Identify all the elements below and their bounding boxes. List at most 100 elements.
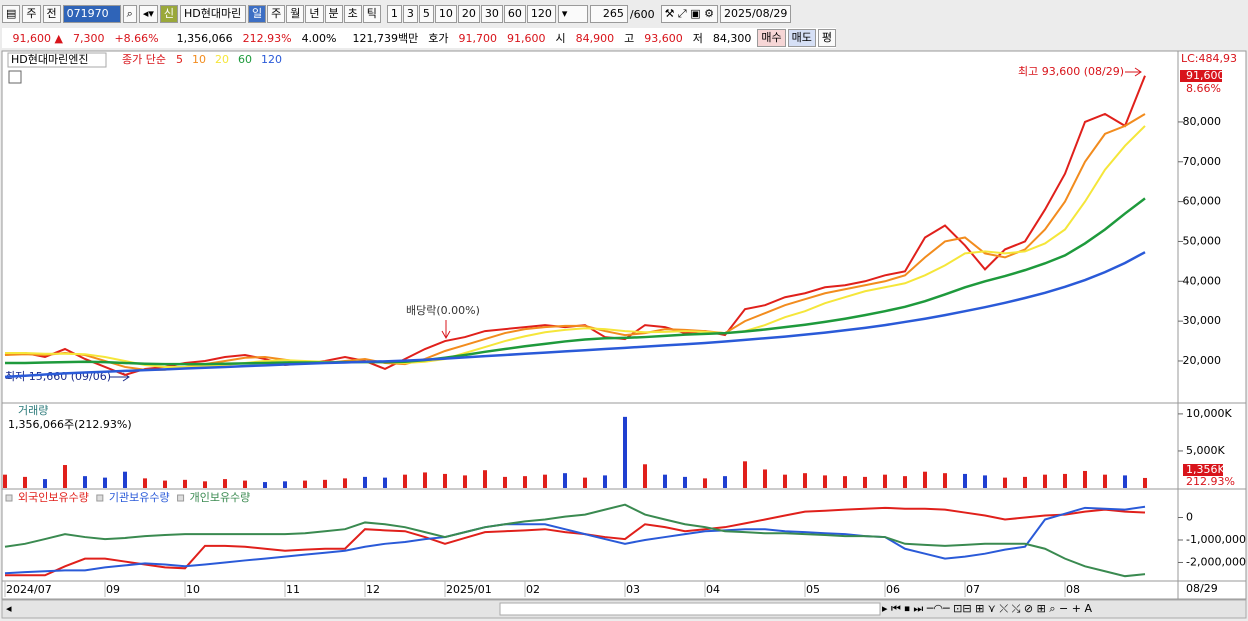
scroll-left[interactable]: ◂ <box>6 602 12 615</box>
date[interactable]: 2025/08/29 <box>719 5 792 23</box>
volume-last: 1,356K <box>1186 463 1225 476</box>
volume-bar <box>163 480 167 488</box>
volume-bar <box>343 478 347 488</box>
open: 84,900 <box>575 31 615 45</box>
count[interactable]: 30 <box>480 5 503 23</box>
count[interactable]: 10 <box>434 5 457 23</box>
sound[interactable]: ◂▾ <box>138 5 158 23</box>
count[interactable]: 60 <box>503 5 526 23</box>
interval[interactable]: 월 <box>286 5 305 23</box>
scroll-controls[interactable]: ▸ ⏮ ⏹ ⏭ ─◠─ ⊡⊟ ⊞ ⋎ ⤬ ⤯ ⊘ ⊞ ⌕ − + A <box>882 602 1092 615</box>
search[interactable]: ⌕ <box>122 5 137 23</box>
volume-bar <box>323 479 327 488</box>
legend-title: 종가 단순 <box>122 53 166 66</box>
y-tick-label: 70,000 <box>1183 155 1222 168</box>
x-tick-label: 2024/07 <box>6 583 52 596</box>
ask: 91,700 <box>458 31 498 45</box>
x-tick-label: 03 <box>626 583 640 596</box>
count[interactable]: 20 <box>457 5 480 23</box>
sell-button[interactable]: 매도 <box>787 29 816 47</box>
volume-bar <box>543 474 547 488</box>
interval[interactable]: 주 <box>267 5 286 23</box>
low-label: 저 <box>692 32 703 45</box>
volume-bar <box>1143 477 1147 488</box>
shown[interactable]: 265 <box>589 5 628 23</box>
legend-entry: 10 <box>192 53 206 66</box>
prev[interactable]: 전 <box>42 5 61 23</box>
menu-icon[interactable]: ▤ <box>2 5 21 23</box>
volume-bar <box>123 471 127 488</box>
dropdown[interactable]: ▾ <box>557 5 588 23</box>
volume-bar <box>783 474 787 488</box>
volume-bar <box>663 474 667 488</box>
x-tick-label: 04 <box>706 583 720 596</box>
legend-entry: 외국인보유수량 <box>18 491 89 504</box>
avg-button[interactable]: 평 <box>817 29 836 47</box>
y-tick-label: -1,000,000 <box>1186 533 1246 546</box>
y-tick-label: 10,000K <box>1186 407 1232 420</box>
volume-bar <box>303 480 307 488</box>
legend-swatch <box>5 494 13 502</box>
volume-bar <box>43 479 47 488</box>
series-line <box>4 503 1146 578</box>
volume-bar <box>263 482 267 488</box>
volume-bar <box>363 476 367 488</box>
chart-title: HD현대마린엔진 <box>11 53 88 66</box>
volume-bar <box>143 478 147 488</box>
volume-bar <box>923 471 927 488</box>
open-label: 시 <box>555 32 566 45</box>
interval[interactable]: 일 <box>248 5 267 23</box>
x-tick-label: 09 <box>106 583 120 596</box>
legend-entry: 5 <box>176 53 183 66</box>
volume-bar <box>943 473 947 488</box>
code[interactable]: 071970 <box>62 5 121 23</box>
y-tick-label: 40,000 <box>1183 274 1222 287</box>
y-tick-label: 0 <box>1186 511 1193 524</box>
stock-name[interactable]: HD현대마린 <box>180 5 246 23</box>
interval[interactable]: 분 <box>324 5 343 23</box>
count[interactable]: 3 <box>402 5 418 23</box>
count[interactable]: 1 <box>386 5 402 23</box>
table-icon[interactable] <box>8 70 22 84</box>
series-line <box>5 125 1146 368</box>
x-tick-label: 10 <box>186 583 200 596</box>
volume-title: 거래량 <box>18 404 48 417</box>
legend-entry: 120 <box>261 53 282 66</box>
x-tick-label: 07 <box>966 583 980 596</box>
volume-bar <box>23 476 27 488</box>
volume-bar <box>583 477 587 488</box>
tools[interactable]: ⚒ ⤢ ▣ ⚙ <box>660 5 718 23</box>
volume-bar <box>423 472 427 488</box>
volume-bar <box>503 476 507 488</box>
buy-button[interactable]: 매수 <box>757 29 786 47</box>
y-tick-label: 60,000 <box>1183 195 1222 208</box>
bid: 91,600 <box>507 31 546 45</box>
lc-label: LC:484,93 <box>1181 52 1237 65</box>
cursor-date: 08/29 <box>1186 582 1218 595</box>
volume-bar <box>903 476 907 488</box>
scroll-thumb[interactable] <box>499 602 881 616</box>
counts: 1 3 5 10 20 30 60 120 <box>386 5 556 23</box>
volume-bar <box>383 477 387 488</box>
y-tick-label: 50,000 <box>1183 234 1222 247</box>
volume-bar <box>1123 475 1127 488</box>
x-tick-label: 08 <box>1066 583 1080 596</box>
x-tick-label: 06 <box>886 583 900 596</box>
count[interactable]: 5 <box>418 5 434 23</box>
quote-row: 91,600 ▲ 7,300 +8.66% 1,356,066 212.93% … <box>2 28 836 48</box>
high-arrow <box>1125 67 1142 77</box>
period[interactable]: 주 <box>22 5 41 23</box>
turnover: 4.00% <box>301 31 337 45</box>
volume-bar <box>283 481 287 488</box>
count[interactable]: 120 <box>526 5 556 23</box>
volume-bar <box>743 461 747 488</box>
interval[interactable]: 초 <box>343 5 362 23</box>
volume-bar <box>1023 476 1027 488</box>
legend-swatch <box>96 494 104 502</box>
legend-entry: 개인보유수량 <box>190 491 251 504</box>
interval[interactable]: 년 <box>305 5 324 23</box>
legend-entry: 20 <box>215 53 229 66</box>
volume-bar <box>1103 474 1107 488</box>
interval[interactable]: 틱 <box>362 5 381 23</box>
